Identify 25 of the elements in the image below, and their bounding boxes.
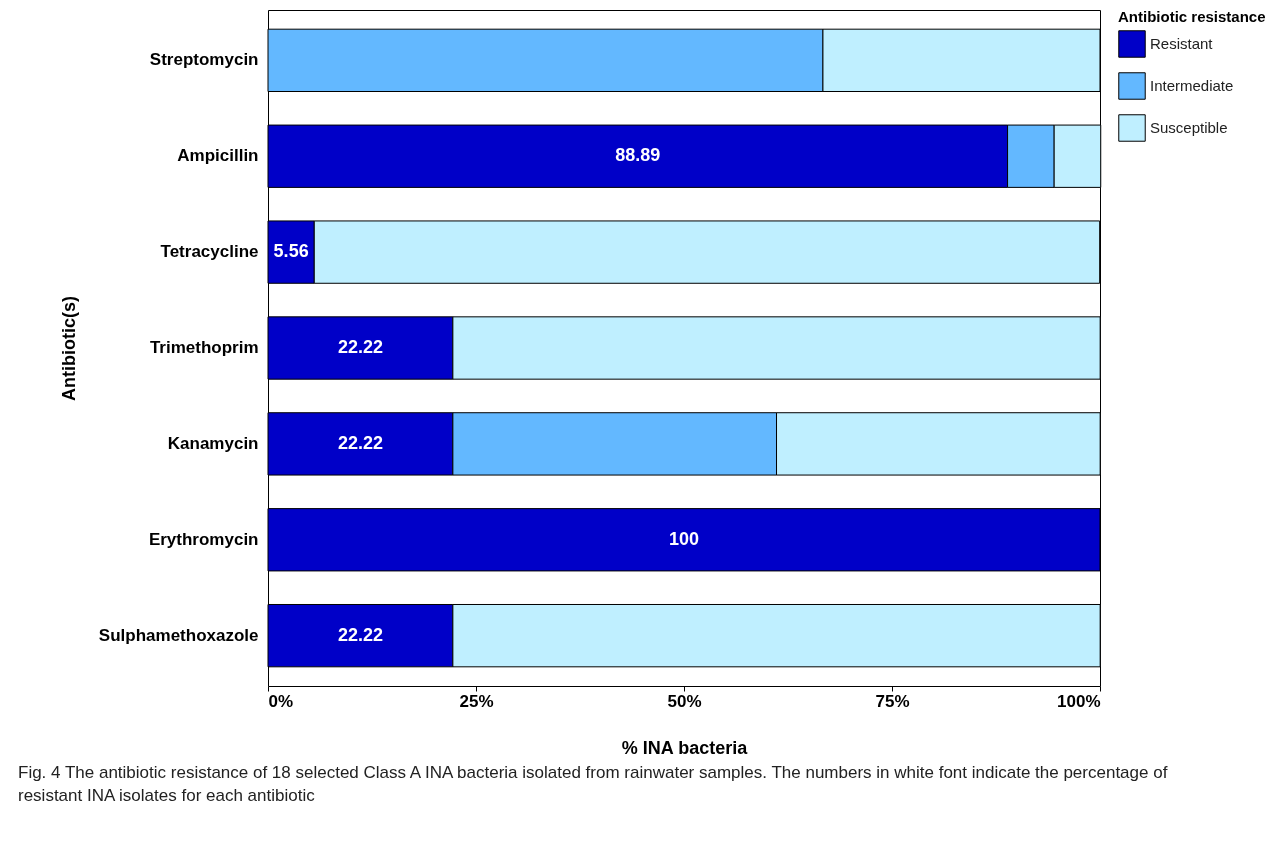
y-tick-label: Tetracycline — [160, 242, 259, 262]
x-tick-label: 50% — [667, 691, 702, 711]
x-axis-title: % INA bacteria — [621, 737, 749, 758]
data-label: 100 — [668, 528, 700, 549]
y-tick-label: Sulphamethoxazole — [98, 625, 259, 645]
data-label: 22.22 — [337, 337, 383, 357]
x-tick-label: 75% — [875, 691, 910, 711]
x-tick-label: 0% — [268, 691, 294, 711]
data-label: 5.56 — [273, 241, 309, 262]
y-axis-title: Antibiotic(s) — [58, 296, 79, 401]
y-tick-label: Trimethoprim — [149, 338, 259, 357]
data-label: 22.22 — [337, 432, 383, 453]
legend-label: Resistant — [1150, 35, 1214, 52]
data-label: 88.89 — [615, 145, 661, 166]
y-tick-label: Streptomycin — [149, 50, 259, 70]
y-tick-label: Kanamycin — [167, 433, 259, 453]
x-tick-label: 25% — [459, 691, 494, 711]
legend-label: Susceptible — [1150, 119, 1228, 136]
legend-label: Intermediate — [1150, 77, 1234, 94]
legend-title: Antibiotic resistance — [1118, 8, 1266, 25]
x-tick-label: 100% — [1057, 691, 1101, 711]
y-tick-label: Ampicillin — [177, 146, 259, 166]
caption: Fig. 4 The antibiotic resistance of 18 selected Class A INA bacteria isolated from rainwater samples. The numbers in white font indicate the percentage of resistant INA isolates for each antibiotic — [18, 762, 1169, 807]
data-label: 22.22 — [337, 624, 383, 645]
y-tick-label: Erythromycin — [148, 529, 259, 549]
